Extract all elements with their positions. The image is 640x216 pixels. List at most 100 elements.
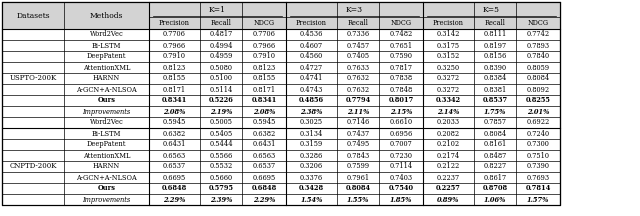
Text: Improvements: Improvements: [83, 108, 131, 116]
Text: 0.4817: 0.4817: [209, 30, 232, 38]
Text: 0.2033: 0.2033: [437, 119, 460, 127]
Text: 0.6537: 0.6537: [252, 162, 276, 170]
Text: 0.8171: 0.8171: [163, 86, 186, 94]
Text: 0.3206: 0.3206: [300, 162, 323, 170]
Text: 0.6848: 0.6848: [252, 184, 276, 192]
Text: 0.6431: 0.6431: [252, 140, 276, 149]
Text: 0.6956: 0.6956: [389, 130, 413, 138]
Text: 0.4994: 0.4994: [209, 41, 233, 49]
Text: 0.6695: 0.6695: [163, 173, 186, 181]
Text: 0.8084: 0.8084: [346, 184, 371, 192]
Text: 0.6537: 0.6537: [163, 162, 186, 170]
Text: 0.5005: 0.5005: [209, 119, 232, 127]
Text: 0.7632: 0.7632: [346, 75, 369, 83]
Text: USPTO-200K: USPTO-200K: [10, 75, 56, 83]
Text: 0.7814: 0.7814: [525, 184, 550, 192]
Text: 0.7693: 0.7693: [527, 173, 550, 181]
Text: 0.7633: 0.7633: [346, 64, 369, 71]
Text: 0.2257: 0.2257: [436, 184, 461, 192]
Text: DeepPatent: DeepPatent: [87, 140, 126, 149]
Text: 0.2174: 0.2174: [437, 151, 460, 159]
Text: 0.8017: 0.8017: [388, 97, 413, 105]
Text: 0.7007: 0.7007: [390, 140, 412, 149]
Text: 0.7146: 0.7146: [346, 119, 370, 127]
Text: 2.08%: 2.08%: [253, 108, 275, 116]
Text: 0.3250: 0.3250: [437, 64, 460, 71]
Text: AttentionXML: AttentionXML: [83, 64, 130, 71]
Text: 0.8123: 0.8123: [163, 64, 186, 71]
Text: 0.2122: 0.2122: [437, 162, 460, 170]
Text: 0.3025: 0.3025: [300, 119, 323, 127]
Text: 0.4959: 0.4959: [209, 52, 233, 60]
Text: Datasets: Datasets: [16, 11, 50, 19]
Text: K=3: K=3: [346, 5, 363, 13]
Text: 2.08%: 2.08%: [163, 108, 186, 116]
Text: 0.4727: 0.4727: [300, 64, 323, 71]
Text: 0.7742: 0.7742: [527, 30, 550, 38]
Text: 0.7706: 0.7706: [163, 30, 186, 38]
Text: 0.3428: 0.3428: [299, 184, 324, 192]
Text: 0.3159: 0.3159: [300, 140, 323, 149]
Text: 0.7651: 0.7651: [389, 41, 413, 49]
Text: 0.8161: 0.8161: [483, 140, 507, 149]
Text: 0.4607: 0.4607: [300, 41, 323, 49]
Text: 0.4743: 0.4743: [300, 86, 323, 94]
Text: 0.7910: 0.7910: [163, 52, 186, 60]
Text: 0.7240: 0.7240: [527, 130, 550, 138]
Text: 0.7840: 0.7840: [527, 52, 550, 60]
Text: Ours: Ours: [97, 184, 115, 192]
Text: CNPTD-200K: CNPTD-200K: [9, 162, 57, 170]
Text: 2.14%: 2.14%: [437, 108, 460, 116]
Text: 0.5444: 0.5444: [209, 140, 233, 149]
Text: 1.55%: 1.55%: [347, 195, 369, 203]
Text: 0.8341: 0.8341: [162, 97, 187, 105]
Text: 0.8384: 0.8384: [483, 75, 507, 83]
Text: 0.5660: 0.5660: [209, 173, 232, 181]
Text: Recall: Recall: [484, 19, 506, 27]
Text: Recall: Recall: [348, 19, 369, 27]
Text: 0.3272: 0.3272: [437, 75, 460, 83]
Text: 0.3152: 0.3152: [437, 52, 460, 60]
Text: NDCG: NDCG: [527, 19, 548, 27]
Text: 0.8171: 0.8171: [252, 86, 276, 94]
Text: A-GCN+A-NLSOA: A-GCN+A-NLSOA: [76, 86, 137, 94]
Text: 0.8059: 0.8059: [527, 64, 550, 71]
Text: 0.7230: 0.7230: [390, 151, 413, 159]
Text: 0.7632: 0.7632: [346, 86, 369, 94]
Text: 0.7706: 0.7706: [253, 30, 275, 38]
Text: 0.7300: 0.7300: [527, 140, 549, 149]
Text: 0.8617: 0.8617: [483, 173, 507, 181]
Text: 0.6610: 0.6610: [389, 119, 413, 127]
Text: Ours: Ours: [97, 97, 115, 105]
Text: 0.5945: 0.5945: [163, 119, 186, 127]
Text: 0.2082: 0.2082: [437, 130, 460, 138]
Text: 0.7336: 0.7336: [346, 30, 369, 38]
Text: 0.8092: 0.8092: [527, 86, 550, 94]
Text: Word2Vec: Word2Vec: [90, 30, 124, 38]
Bar: [2, 17, 560, 29]
Text: 0.4560: 0.4560: [300, 52, 323, 60]
Text: K=5: K=5: [483, 5, 500, 13]
Text: Recall: Recall: [211, 19, 232, 27]
Text: 0.2102: 0.2102: [437, 140, 460, 149]
Text: 0.7910: 0.7910: [253, 52, 275, 60]
Text: 0.8155: 0.8155: [163, 75, 186, 83]
Text: Bi-LSTM: Bi-LSTM: [92, 130, 121, 138]
Text: 0.3376: 0.3376: [300, 173, 323, 181]
Text: 0.4741: 0.4741: [300, 75, 323, 83]
Text: 0.5532: 0.5532: [209, 162, 232, 170]
Text: 2.11%: 2.11%: [347, 108, 369, 116]
Text: 2.38%: 2.38%: [300, 108, 323, 116]
Text: 0.4536: 0.4536: [300, 30, 323, 38]
Text: 2.15%: 2.15%: [390, 108, 412, 116]
Text: 0.5945: 0.5945: [252, 119, 276, 127]
Text: 0.7599: 0.7599: [346, 162, 369, 170]
Text: 2.39%: 2.39%: [210, 195, 232, 203]
Text: 0.8487: 0.8487: [483, 151, 507, 159]
Text: Methods: Methods: [90, 11, 124, 19]
Text: 0.7495: 0.7495: [346, 140, 370, 149]
Text: Improvements: Improvements: [83, 195, 131, 203]
Text: 0.7848: 0.7848: [389, 86, 413, 94]
Text: 0.6563: 0.6563: [252, 151, 276, 159]
Text: 0.3286: 0.3286: [300, 151, 323, 159]
